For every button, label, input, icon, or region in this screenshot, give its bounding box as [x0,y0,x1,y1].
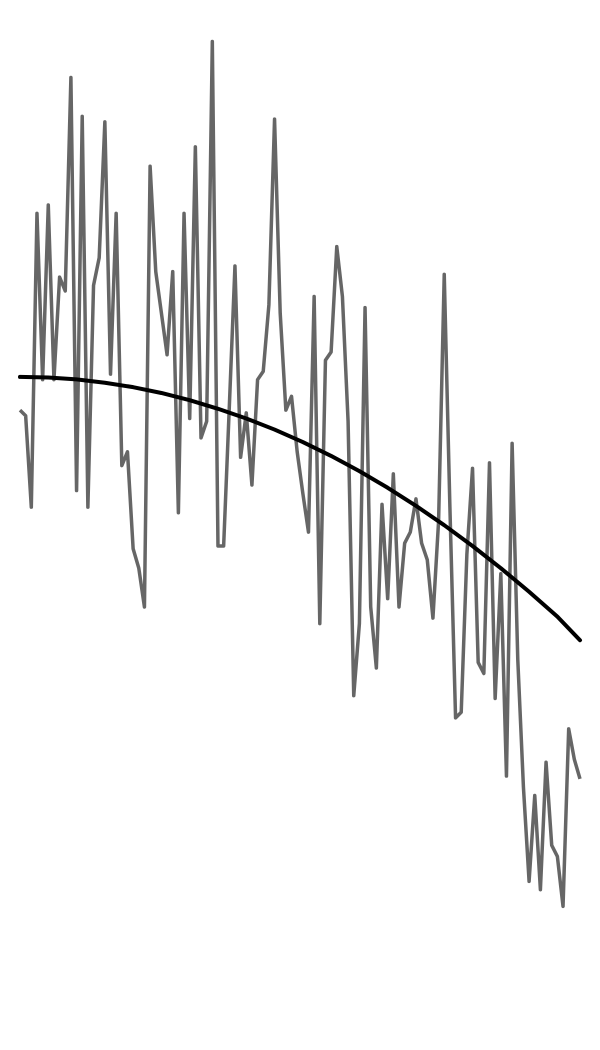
noisy-series-line [18,39,582,909]
trend-series-layer [18,374,582,643]
trend-series-line [18,374,582,643]
noisy-series-layer [18,39,582,909]
